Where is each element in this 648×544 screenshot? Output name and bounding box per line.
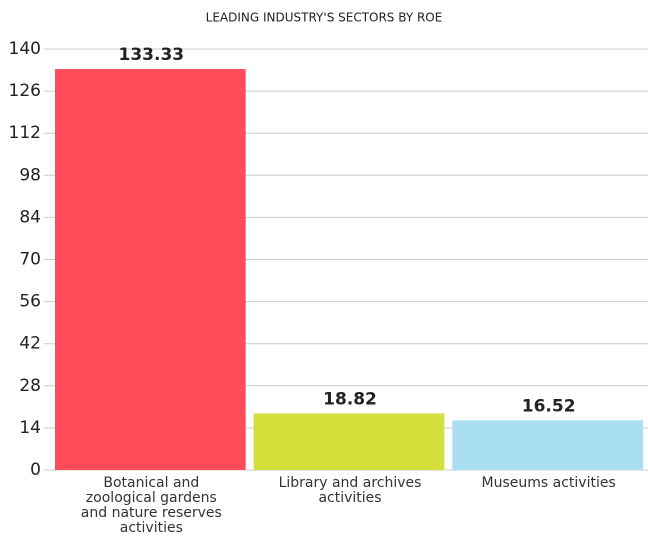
y-tick-label: 14 <box>19 418 41 438</box>
bar <box>253 413 445 470</box>
y-tick-label: 140 <box>9 39 41 59</box>
value-label: 16.52 <box>522 396 576 416</box>
y-tick-label: 126 <box>9 81 41 101</box>
bar <box>55 69 246 470</box>
value-label: 133.33 <box>119 45 185 65</box>
x-tick-label: Botanical and zoological gardens and nat… <box>80 475 222 536</box>
y-tick-label: 42 <box>19 334 41 354</box>
chart-title: LEADING INDUSTRY'S SECTORS BY ROE <box>206 11 443 25</box>
value-label: 18.82 <box>323 389 377 409</box>
x-tick-label: Museums activities <box>481 475 616 491</box>
bar <box>452 420 643 470</box>
y-tick-label: 70 <box>19 250 41 270</box>
y-tick-label: 56 <box>19 292 41 312</box>
y-tick-label: 98 <box>19 165 41 185</box>
y-tick-label: 0 <box>30 460 41 480</box>
y-tick-label: 112 <box>9 123 41 143</box>
y-tick-label: 84 <box>19 207 41 227</box>
y-tick-label: 28 <box>19 376 41 396</box>
x-tick-label: Library and archives activities <box>278 475 422 506</box>
